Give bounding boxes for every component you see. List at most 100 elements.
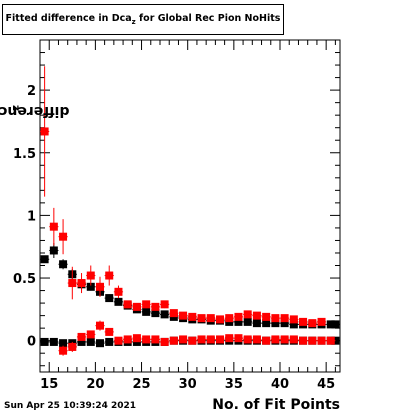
- x-tick-label: 30: [179, 377, 197, 392]
- data-point: [59, 232, 68, 241]
- data-point: [105, 327, 114, 336]
- data-point: [105, 337, 114, 346]
- data-point: [40, 337, 49, 346]
- x-axis-label: No. of Fit Points: [212, 397, 340, 413]
- data-point: [86, 330, 95, 339]
- data-point: [317, 336, 326, 345]
- data-point: [68, 342, 77, 351]
- data-point: [114, 297, 123, 306]
- data-point: [299, 336, 308, 345]
- chart-title-subscript: z: [131, 17, 136, 26]
- data-point: [252, 319, 261, 328]
- y-tick-label: 0.5: [13, 272, 36, 287]
- data-point: [105, 271, 114, 280]
- data-point: [77, 337, 86, 346]
- data-point: [179, 311, 188, 320]
- data-point: [40, 127, 49, 136]
- data-point: [216, 315, 224, 324]
- chart-title-main: Fitted difference in Dca: [5, 13, 132, 24]
- data-point: [49, 222, 58, 231]
- data-point: [169, 309, 178, 318]
- data-point: [289, 320, 298, 329]
- data-point: [160, 337, 169, 346]
- axis-tick-labels: 15 20 25 30 35 40 45 0 0.5 1 1.5 2: [13, 84, 335, 392]
- data-point: [308, 336, 317, 345]
- series-4: [58, 320, 336, 356]
- data-point: [317, 317, 326, 326]
- data-point: [160, 300, 169, 309]
- data-point: [179, 335, 188, 344]
- data-point: [68, 279, 77, 288]
- data-point: [59, 260, 68, 269]
- data-point: [289, 335, 298, 344]
- data-point: [280, 335, 289, 344]
- data-point: [188, 336, 197, 345]
- y-tick-label: 1.5: [13, 147, 36, 162]
- timestamp: Sun Apr 25 10:39:24 2021: [4, 401, 137, 411]
- chart-title-rest: for Global Rec Pion NoHits: [135, 13, 281, 24]
- data-point: [59, 346, 68, 355]
- data-point: [280, 314, 289, 323]
- y-tick-label: 0: [27, 335, 36, 350]
- data-point: [123, 335, 132, 344]
- data-point: [234, 312, 243, 321]
- data-point: [271, 314, 280, 323]
- data-point: [151, 309, 160, 318]
- data-point: [252, 311, 261, 320]
- data-point: [271, 319, 280, 328]
- x-tick-label: 15: [40, 377, 58, 392]
- data-markers: [40, 66, 340, 356]
- data-point: [151, 335, 160, 344]
- data-point: [77, 332, 86, 341]
- data-point: [197, 314, 206, 323]
- data-point: [216, 335, 224, 344]
- data-point: [142, 307, 151, 316]
- data-point: [151, 302, 160, 311]
- data-point: [289, 315, 298, 324]
- data-point: [225, 334, 234, 343]
- data-point: [271, 335, 280, 344]
- data-point: [123, 300, 132, 309]
- data-point: [262, 319, 271, 328]
- data-point: [326, 320, 335, 329]
- data-point: [86, 282, 95, 291]
- data-point: [40, 255, 49, 264]
- data-point: [142, 335, 151, 344]
- y-tick-label: 2: [27, 84, 36, 99]
- data-point: [114, 287, 123, 296]
- data-point: [96, 321, 104, 330]
- data-point: [77, 279, 86, 288]
- data-point: [197, 335, 206, 344]
- data-point: [49, 337, 58, 346]
- data-point: [142, 300, 151, 309]
- data-point: [331, 320, 340, 329]
- data-point: [96, 339, 104, 348]
- data-point: [225, 314, 234, 323]
- x-tick-label: 35: [225, 377, 243, 392]
- y-tick-label: 1: [27, 209, 36, 224]
- data-point: [299, 317, 308, 326]
- data-point: [280, 319, 289, 328]
- data-point: [160, 310, 169, 319]
- data-point: [252, 335, 261, 344]
- data-point: [234, 334, 243, 343]
- data-point: [331, 336, 340, 345]
- x-tick-label: 45: [317, 377, 335, 392]
- data-point: [206, 314, 215, 323]
- chart-title: Fitted difference in Dcaz for Global Rec…: [3, 13, 283, 26]
- data-point: [59, 339, 68, 348]
- data-point: [308, 319, 317, 328]
- data-point: [96, 282, 104, 291]
- data-point: [243, 310, 252, 319]
- data-point: [234, 317, 243, 326]
- data-point: [243, 335, 252, 344]
- x-tick-label: 40: [271, 377, 289, 392]
- data-point: [188, 312, 197, 321]
- data-point: [86, 271, 95, 280]
- data-point: [49, 246, 58, 255]
- data-point: [132, 302, 141, 311]
- data-point: [262, 336, 271, 345]
- data-point: [105, 294, 114, 303]
- data-point: [114, 336, 123, 345]
